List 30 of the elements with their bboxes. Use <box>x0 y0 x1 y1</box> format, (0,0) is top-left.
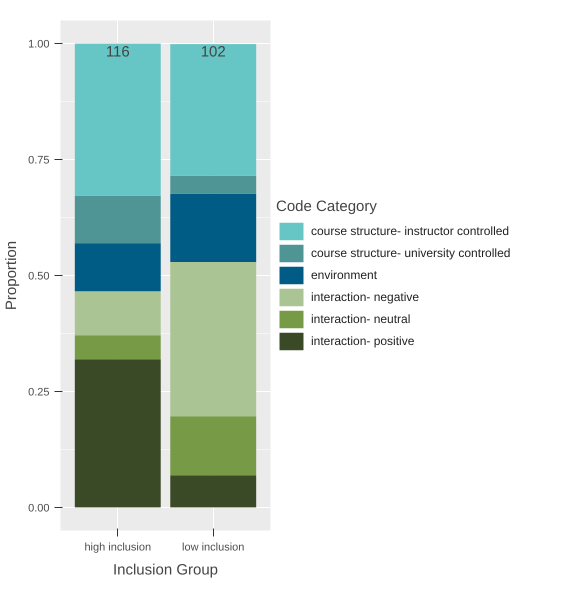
legend-label: course structure- instructor controlled <box>311 224 510 238</box>
y-tick-label: 0.50 <box>28 270 50 282</box>
legend-label: course structure- university controlled <box>311 246 510 260</box>
bar <box>170 262 256 416</box>
x-tick-label: low inclusion <box>182 542 244 554</box>
legend-label: interaction- positive <box>311 334 414 348</box>
legend-label: environment <box>311 268 378 282</box>
annotation: 102 <box>200 44 226 61</box>
bar <box>74 44 161 196</box>
bar <box>170 176 256 194</box>
x-tick-label: high inclusion <box>84 542 152 554</box>
y-axis-title: Proportion <box>3 240 20 310</box>
legend-label: interaction- neutral <box>311 312 410 326</box>
bar <box>74 359 161 508</box>
y-tick-label: 1.00 <box>28 38 50 51</box>
legend-label: interaction- negative <box>311 290 420 304</box>
annotation: 116 <box>106 44 130 61</box>
bar <box>170 475 256 508</box>
y-tick-label: 0.25 <box>28 386 50 398</box>
bar <box>74 196 161 244</box>
bar <box>74 244 161 292</box>
y-tick-label: 0.00 <box>28 502 50 514</box>
bar <box>170 194 256 262</box>
bar <box>170 416 256 476</box>
legend-title: Code Category <box>276 198 378 215</box>
x-axis-title: Inclusion Group <box>112 562 218 578</box>
y-tick-label: 0.75 <box>28 154 50 167</box>
bar <box>74 335 161 360</box>
bar <box>74 291 161 336</box>
bar <box>170 44 256 176</box>
